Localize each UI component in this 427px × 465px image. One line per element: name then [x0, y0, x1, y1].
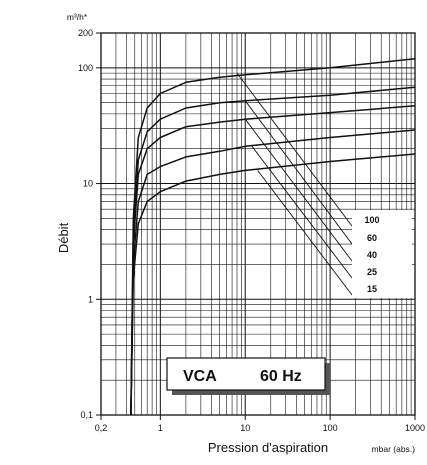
y-tick-label: 100	[78, 63, 93, 73]
leader-line-15	[257, 170, 353, 296]
y-tick-label: 200	[78, 28, 93, 38]
model-label-box: VCA 60 Hz	[166, 357, 330, 395]
legend-box	[352, 210, 412, 298]
y-axis-title: Débit	[56, 222, 71, 253]
series-line-60	[130, 86, 416, 416]
y-tick-label: 10	[83, 179, 93, 189]
leader-line-25	[251, 145, 353, 279]
series-line-100	[130, 57, 416, 416]
legend-label-60: 60	[367, 233, 377, 243]
series-line-40	[130, 105, 416, 416]
leader-line-40	[244, 118, 353, 262]
series-line-25	[130, 129, 416, 416]
legend-label-25: 25	[367, 267, 377, 277]
legend-label-40: 40	[367, 250, 377, 260]
x-axis-title: Pression d'aspiration	[208, 440, 328, 455]
plot-area-frame	[100, 32, 416, 416]
legend: 100 60 40 25 15	[352, 210, 412, 298]
y-tick-label: 1	[88, 294, 93, 304]
x-axis-unit: mbar (abs.)	[372, 444, 416, 454]
x-tick-label: 0,2	[95, 423, 108, 433]
legend-label-100: 100	[364, 215, 379, 225]
leader-line-60	[244, 100, 353, 245]
y-tick-label: 0,1	[80, 410, 93, 420]
grid	[100, 32, 416, 416]
model-frequency: 60 Hz	[260, 368, 302, 385]
model-name: VCA	[183, 368, 217, 385]
leader-line-100	[236, 72, 353, 227]
x-tick-label: 100	[323, 423, 338, 433]
x-tick-label: 1	[158, 423, 163, 433]
x-tick-label: 1000	[405, 423, 425, 433]
model-box	[166, 357, 326, 391]
axis-ticks: 0,2 1 10 100 1000 0,1 1 10 100 200	[78, 28, 425, 433]
series-line-15	[130, 153, 416, 416]
legend-label-15: 15	[367, 284, 377, 294]
curves	[130, 57, 416, 416]
y-axis-unit: m³/h*	[67, 12, 88, 22]
x-tick-label: 10	[240, 423, 250, 433]
